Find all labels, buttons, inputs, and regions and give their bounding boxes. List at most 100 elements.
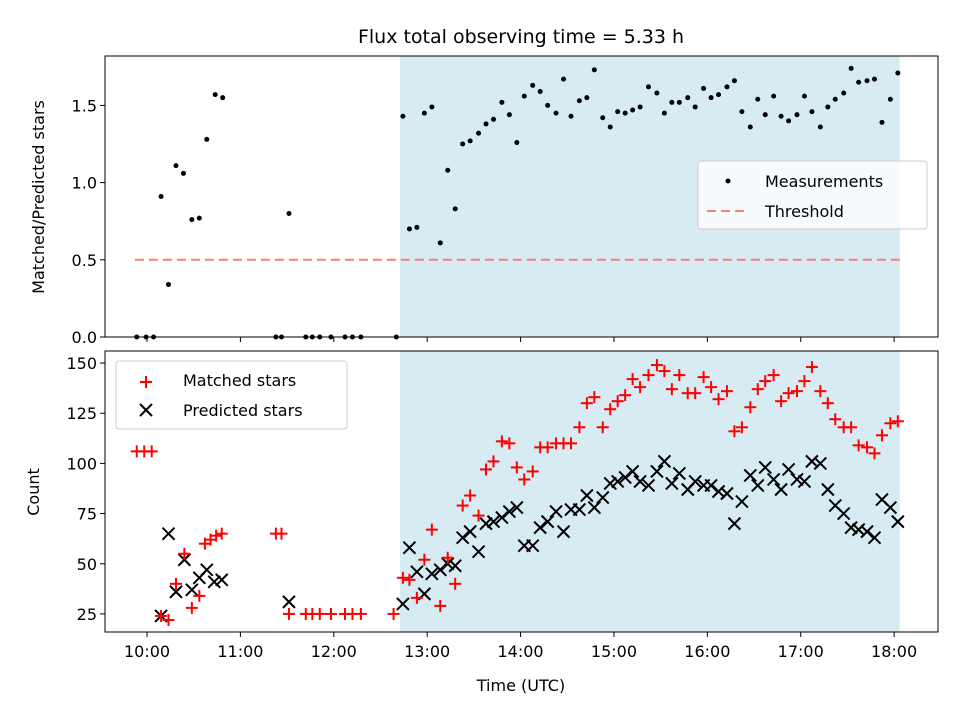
measurement-point bbox=[661, 110, 667, 116]
measurement-point bbox=[189, 217, 195, 223]
ratio-y-tick-label: 0.5 bbox=[72, 251, 97, 270]
measurement-point bbox=[576, 98, 582, 104]
predicted-star-point bbox=[471, 545, 486, 559]
measurement-point bbox=[521, 93, 527, 99]
measurement-point bbox=[561, 76, 567, 82]
x-tick-label: 18:00 bbox=[871, 642, 917, 661]
matched-star-point bbox=[313, 607, 326, 620]
predicted-star-point bbox=[704, 478, 718, 493]
measurement-point bbox=[622, 110, 628, 116]
legend-measurements-label: Measurements bbox=[765, 172, 883, 191]
measurement-point bbox=[158, 194, 164, 199]
predicted-star-point bbox=[502, 504, 517, 519]
measurement-point bbox=[584, 95, 590, 101]
predicted-star-point bbox=[781, 462, 796, 477]
legend-predicted-marker bbox=[139, 403, 153, 417]
matched-star-point bbox=[396, 571, 409, 584]
measurement-point bbox=[568, 113, 574, 119]
matched-star-point bbox=[782, 387, 795, 400]
legend-matched-marker bbox=[140, 376, 152, 388]
matched-star-point bbox=[891, 415, 904, 428]
matched-star-point bbox=[387, 607, 400, 620]
matched-star-point bbox=[178, 547, 191, 560]
predicted-star-point bbox=[618, 470, 632, 485]
measurement-point bbox=[530, 82, 536, 88]
measurement-point bbox=[591, 67, 597, 73]
matched-star-point bbox=[751, 383, 764, 396]
matched-star-point bbox=[480, 463, 493, 476]
matched-star-point bbox=[658, 365, 671, 378]
measurement-point bbox=[701, 85, 707, 91]
count-y-tick-label: 75 bbox=[77, 505, 97, 524]
predicted-star-point bbox=[735, 494, 749, 509]
legend-threshold-label: Threshold bbox=[764, 202, 844, 221]
predicted-star-point bbox=[727, 516, 742, 531]
measurement-point bbox=[483, 121, 489, 127]
measurement-point bbox=[724, 84, 730, 90]
count-panel: 25 50 75 100 125 150 10:00 11:00 12:00 13:00 14:0… bbox=[24, 350, 939, 695]
measurement-point bbox=[460, 141, 466, 147]
x-tick-label: 15:00 bbox=[591, 642, 637, 661]
measurement-point bbox=[879, 119, 885, 125]
measurement-point bbox=[856, 79, 862, 85]
predicted-star-point bbox=[743, 468, 758, 483]
measurements-series bbox=[134, 65, 901, 340]
predicted-star-point bbox=[486, 514, 501, 529]
ratio-legend: Measurements Threshold bbox=[697, 160, 928, 230]
predicted-star-point bbox=[455, 530, 470, 545]
measurement-point bbox=[537, 89, 543, 95]
measurement-point bbox=[490, 116, 496, 122]
predicted-star-point bbox=[410, 565, 424, 579]
ratio-x-axis bbox=[146, 337, 895, 342]
predicted-star-point bbox=[200, 563, 214, 577]
predicted-star-point bbox=[805, 454, 819, 469]
measurement-point bbox=[778, 113, 784, 119]
measurement-point bbox=[654, 90, 660, 96]
count-y-tick-label: 125 bbox=[66, 404, 97, 423]
predicted-star-point bbox=[650, 464, 664, 479]
predicted-star-point bbox=[711, 484, 726, 499]
matched-star-point bbox=[410, 591, 423, 604]
count-x-axis: 10:00 11:00 12:00 13:00 14:00 15:00 16:00 17:00… bbox=[124, 632, 917, 661]
matched-star-point bbox=[434, 599, 447, 612]
matched-star-point bbox=[689, 387, 702, 400]
predicted-star-point bbox=[215, 573, 229, 587]
predicted-star-point bbox=[282, 595, 296, 609]
measurement-point bbox=[794, 112, 800, 118]
measurement-point bbox=[646, 84, 652, 90]
matched-star-point bbox=[449, 577, 462, 590]
measurement-point bbox=[801, 93, 807, 99]
matched-star-point bbox=[526, 465, 539, 478]
matched-star-point bbox=[282, 607, 295, 620]
measurement-point bbox=[841, 90, 847, 96]
matched-star-point bbox=[503, 437, 516, 450]
matched-star-point bbox=[798, 375, 811, 388]
count-y-tick-label: 25 bbox=[77, 605, 97, 624]
matched-star-point bbox=[596, 421, 609, 434]
measurement-point bbox=[692, 104, 698, 110]
matched-star-point bbox=[875, 429, 888, 442]
x-tick-label: 12:00 bbox=[311, 642, 357, 661]
legend-measurements-marker bbox=[725, 178, 731, 184]
predicted-star-point bbox=[758, 460, 772, 475]
x-tick-label: 16:00 bbox=[684, 642, 730, 661]
matched-star-point bbox=[456, 499, 469, 512]
measurement-point bbox=[887, 96, 893, 102]
matched-star-point bbox=[861, 441, 874, 454]
measurement-point bbox=[212, 92, 218, 98]
predicted-star-point bbox=[540, 514, 555, 529]
matched-star-point bbox=[642, 369, 655, 382]
measurement-point bbox=[731, 78, 737, 84]
measurement-point bbox=[739, 109, 745, 115]
predicted-star-point bbox=[402, 540, 417, 555]
predicted-star-point bbox=[688, 474, 702, 489]
measurement-point bbox=[400, 113, 406, 119]
measurement-point bbox=[615, 109, 621, 115]
measurement-point bbox=[817, 124, 823, 130]
matched-star-point bbox=[215, 527, 228, 540]
measurement-point bbox=[452, 206, 458, 212]
matched-star-point bbox=[852, 439, 865, 452]
predicted-star-point bbox=[867, 530, 882, 545]
matched-star-point bbox=[767, 369, 780, 382]
predicted-star-point bbox=[751, 478, 765, 493]
